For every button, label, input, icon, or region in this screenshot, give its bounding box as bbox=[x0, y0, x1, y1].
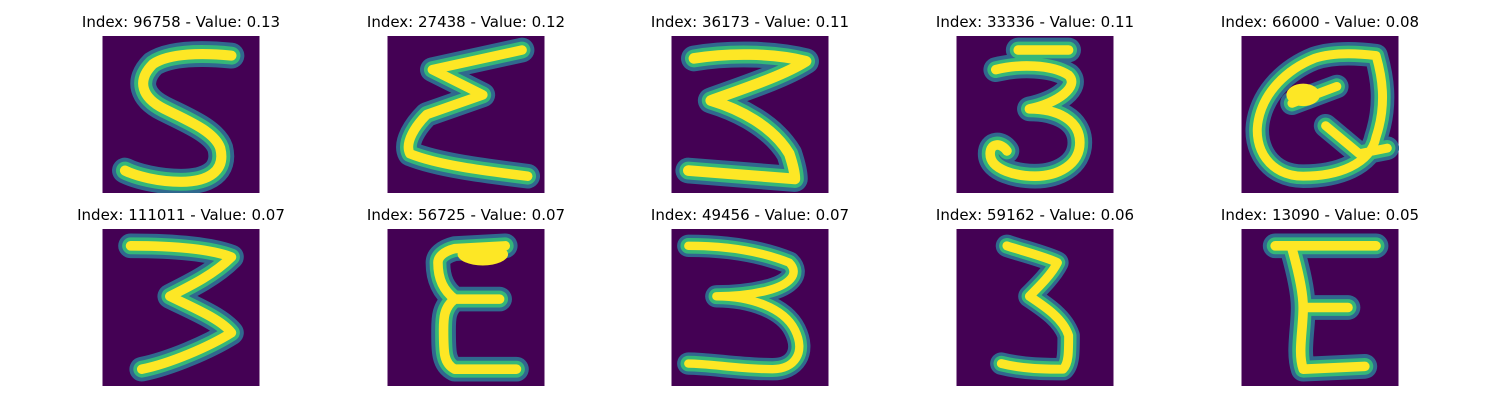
sample-panel: Index: 33336 - Value: 0.11 bbox=[921, 11, 1149, 193]
sample-panel: Index: 49456 - Value: 0.07 bbox=[636, 204, 864, 386]
sample-image bbox=[956, 229, 1114, 386]
digit-stroke-core bbox=[996, 241, 1074, 374]
sample-title: Index: 49456 - Value: 0.07 bbox=[650, 206, 850, 224]
sample-title: Index: 66000 - Value: 0.08 bbox=[1220, 13, 1420, 31]
sample-title: Index: 33336 - Value: 0.11 bbox=[935, 13, 1135, 31]
sample-panel: Index: 111011 - Value: 0.07 bbox=[67, 204, 295, 386]
sample-title: Index: 111011 - Value: 0.07 bbox=[77, 206, 285, 224]
sample-image bbox=[671, 36, 829, 193]
sample-title: Index: 96758 - Value: 0.13 bbox=[81, 13, 281, 31]
sample-title: Index: 56725 - Value: 0.07 bbox=[366, 206, 566, 224]
digit-stroke-core bbox=[684, 241, 804, 374]
sample-image bbox=[102, 36, 260, 193]
digit-stroke-core bbox=[985, 45, 1085, 181]
digit-stroke-core bbox=[125, 241, 237, 374]
sample-panel: Index: 13090 - Value: 0.05 bbox=[1206, 204, 1434, 386]
sample-image bbox=[102, 229, 260, 386]
digit-stroke-core bbox=[433, 241, 522, 374]
digit-blob bbox=[457, 243, 509, 266]
digit-stroke-core bbox=[1270, 241, 1381, 374]
sample-image bbox=[387, 229, 545, 386]
digit-blob bbox=[1286, 83, 1320, 107]
sample-title: Index: 13090 - Value: 0.05 bbox=[1220, 206, 1420, 224]
digit-stroke-core bbox=[119, 49, 237, 187]
sample-panel: Index: 59162 - Value: 0.06 bbox=[921, 204, 1149, 386]
sample-image bbox=[956, 36, 1114, 193]
sample-title: Index: 36173 - Value: 0.11 bbox=[650, 13, 850, 31]
sample-title: Index: 27438 - Value: 0.12 bbox=[366, 13, 566, 31]
digit-stroke-core bbox=[403, 45, 533, 181]
sample-image bbox=[671, 229, 829, 386]
sample-panel: Index: 66000 - Value: 0.08 bbox=[1206, 11, 1434, 193]
sample-image bbox=[1241, 229, 1399, 386]
sample-panel: Index: 56725 - Value: 0.07 bbox=[352, 204, 580, 386]
sample-image bbox=[387, 36, 545, 193]
sample-image bbox=[1241, 36, 1399, 193]
digit-stroke-core bbox=[682, 49, 812, 185]
sample-panel: Index: 36173 - Value: 0.11 bbox=[636, 11, 864, 193]
sample-panel: Index: 96758 - Value: 0.13 bbox=[67, 11, 295, 193]
sample-title: Index: 59162 - Value: 0.06 bbox=[935, 206, 1135, 224]
sample-panel: Index: 27438 - Value: 0.12 bbox=[352, 11, 580, 193]
